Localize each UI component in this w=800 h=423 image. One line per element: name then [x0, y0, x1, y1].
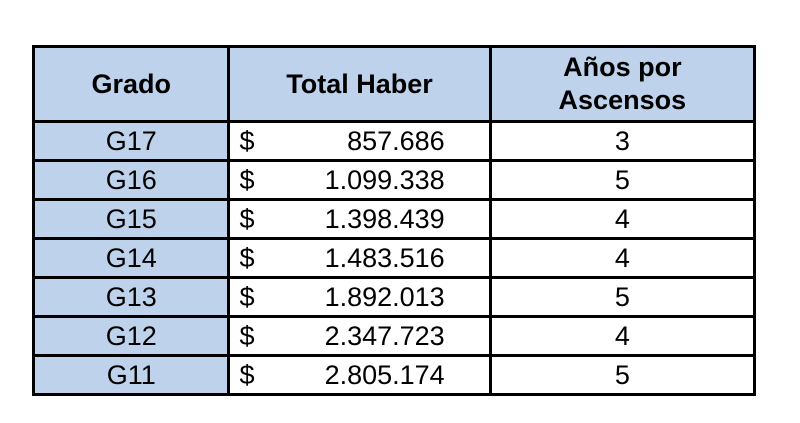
grado-cell: G12: [31, 315, 231, 357]
grado-cell: G17: [31, 120, 231, 162]
total-haber-cell: $ 1.099.338: [227, 159, 492, 201]
total-haber-cell: $ 1.398.439: [227, 198, 492, 240]
total-haber-cell: $ 2.347.723: [227, 315, 492, 357]
table-row: G12 $ 2.347.723 4: [31, 315, 757, 357]
grado-cell: G13: [31, 276, 231, 318]
grado-cell: G15: [31, 198, 231, 240]
column-header-anos-por-ascensos: Años por Ascensos: [488, 45, 757, 123]
years-cell: 3: [488, 120, 757, 162]
column-header-total-haber-label: Total Haber: [286, 68, 433, 99]
currency-symbol: $: [239, 203, 255, 234]
amount-value: 1.099.338: [324, 164, 445, 195]
currency-symbol: $: [239, 164, 255, 195]
table-row: G11 $ 2.805.174 5: [31, 354, 757, 396]
amount-value: 1.892.013: [324, 281, 445, 312]
amount-value: 2.347.723: [324, 320, 445, 351]
years-cell: 5: [488, 159, 757, 201]
table-header: Grado Total Haber Años por Ascensos: [31, 45, 757, 123]
column-header-total-haber: Total Haber: [227, 45, 492, 123]
table-row: G15 $ 1.398.439 4: [31, 198, 757, 240]
grado-cell: G14: [31, 237, 231, 279]
table-body: G17 $ 857.686 3 G16 $ 1.099.338: [31, 120, 757, 396]
amount-value: 2.805.174: [324, 359, 445, 390]
years-cell: 4: [488, 198, 757, 240]
column-header-anos-label: Años por Ascensos: [558, 52, 687, 115]
total-haber-cell: $ 1.892.013: [227, 276, 492, 318]
years-cell: 5: [488, 276, 757, 318]
header-row: Grado Total Haber Años por Ascensos: [31, 45, 757, 123]
amount-value: 1.483.516: [324, 242, 445, 273]
amount-value: 857.686: [347, 125, 445, 156]
currency-symbol: $: [239, 320, 255, 351]
table-row: G16 $ 1.099.338 5: [31, 159, 757, 201]
table-row: G17 $ 857.686 3: [31, 120, 757, 162]
table-row: G14 $ 1.483.516 4: [31, 237, 757, 279]
grado-cell: G16: [31, 159, 231, 201]
total-haber-cell: $ 857.686: [227, 120, 492, 162]
column-header-grado: Grado: [31, 45, 231, 123]
salary-table: Grado Total Haber Años por Ascensos G17: [31, 45, 757, 396]
total-haber-cell: $ 2.805.174: [227, 354, 492, 396]
salary-table-container: Grado Total Haber Años por Ascensos G17: [31, 45, 757, 396]
table-row: G13 $ 1.892.013 5: [31, 276, 757, 318]
column-header-grado-label: Grado: [91, 68, 171, 99]
currency-symbol: $: [239, 281, 255, 312]
currency-symbol: $: [239, 125, 255, 156]
currency-symbol: $: [239, 359, 255, 390]
years-cell: 5: [488, 354, 757, 396]
total-haber-cell: $ 1.483.516: [227, 237, 492, 279]
years-cell: 4: [488, 237, 757, 279]
currency-symbol: $: [239, 242, 255, 273]
grado-cell: G11: [31, 354, 231, 396]
years-cell: 4: [488, 315, 757, 357]
amount-value: 1.398.439: [324, 203, 445, 234]
